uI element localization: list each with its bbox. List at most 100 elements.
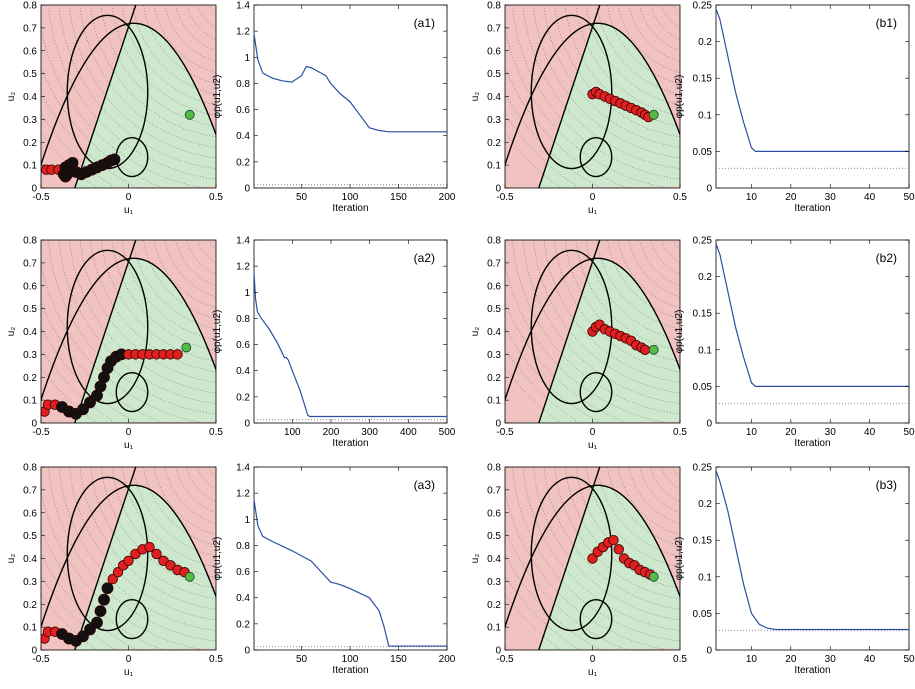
x-tick-label: 400 <box>400 427 417 438</box>
x-axis-label: u₁ <box>124 440 134 451</box>
y-tick-label: 0.8 <box>236 541 250 552</box>
line-constraint <box>538 467 601 650</box>
y-tick-label: 0.4 <box>23 92 37 103</box>
y-axis-label: u₂ <box>6 327 17 337</box>
x-tick-label: 200 <box>439 654 456 665</box>
y-tick-label: 0.2 <box>236 157 250 168</box>
circle-constraint <box>579 371 613 413</box>
iteration-point <box>172 349 183 360</box>
y-tick-label: 0.4 <box>23 554 37 565</box>
y-tick-label: 0.6 <box>23 281 37 292</box>
y-axis-label: u₂ <box>470 327 481 337</box>
circle-constraint <box>115 598 149 640</box>
y-tick-label: 0 <box>244 184 250 195</box>
optimum-point <box>648 109 659 120</box>
optimum-point <box>181 342 192 353</box>
y-tick-label: 0.8 <box>487 463 501 474</box>
y-tick-label: 0.8 <box>236 79 250 90</box>
optimum-point <box>184 109 195 120</box>
y-tick-label: 0.5 <box>487 531 501 542</box>
iteration-point <box>144 541 155 553</box>
y-tick-label: 0.2 <box>236 619 250 630</box>
contour-line <box>227 443 248 464</box>
plot-frame <box>253 239 448 424</box>
y-tick-label: 0 <box>495 184 501 195</box>
ellipse-constraint <box>530 476 613 632</box>
y-tick-label: 0.2 <box>698 37 712 48</box>
parabola-constraint <box>505 22 680 167</box>
x-tick-label: 0 <box>590 192 596 203</box>
y-tick-label: 0.6 <box>23 508 37 519</box>
x-axis-label: Iteration <box>794 203 830 214</box>
iteration-point <box>112 567 124 578</box>
y-tick-label: 1.4 <box>236 236 250 247</box>
x-tick-label: 150 <box>390 192 407 203</box>
y-tick-label: 0.6 <box>487 508 501 519</box>
y-tick-label: 0.7 <box>487 258 501 269</box>
iteration-point <box>77 630 89 643</box>
iteration-point <box>84 396 96 409</box>
y-tick-label: 0.2 <box>487 138 501 149</box>
iteration-point <box>587 553 598 564</box>
parabola-constraint <box>41 484 216 629</box>
x-tick-label: 50 <box>296 192 308 203</box>
contour-line <box>691 216 712 237</box>
circle-constraint <box>579 136 613 178</box>
x-tick-label: 20 <box>785 192 797 203</box>
y-tick-label: 0.25 <box>693 463 713 474</box>
x-tick-label: 0.5 <box>673 427 687 438</box>
x-axis-label: u₁ <box>588 440 598 451</box>
panel-annotation: (a1) <box>414 16 435 30</box>
x-axis-label: Iteration <box>332 665 368 676</box>
y-tick-label: 0.1 <box>698 572 712 583</box>
parabola-constraint <box>505 484 680 629</box>
panel-annotation: (a2) <box>414 251 435 265</box>
x-tick-label: -0.5 <box>32 654 50 665</box>
x-tick-label: 30 <box>825 654 837 665</box>
y-tick-label: 0.2 <box>236 392 250 403</box>
cost-panel-a1-cost: 0 0.2 0.4 0.6 0.8 1 1.2 1.4 50 100 150 200 Iteration… <box>212 1 456 215</box>
circle-constraint <box>579 598 613 640</box>
contour-line <box>691 443 712 464</box>
x-tick-label: 40 <box>864 654 876 665</box>
line-constraint <box>538 5 601 188</box>
x-axis-label: u₁ <box>124 667 134 678</box>
x-tick-label: 100 <box>284 427 301 438</box>
y-tick-label: 0 <box>706 184 712 195</box>
panel-annotation: (b3) <box>876 478 897 492</box>
iteration-point <box>123 555 134 566</box>
cost-series-line <box>253 499 447 647</box>
y-tick-label: 1.2 <box>236 489 250 500</box>
x-tick-label: 30 <box>825 192 837 203</box>
iteration-point <box>639 344 651 356</box>
y-axis-label: φp(u1,u2) <box>674 537 685 581</box>
x-axis-label: u₁ <box>588 667 598 678</box>
line-constraint <box>538 240 601 423</box>
y-tick-label: 0.15 <box>693 309 713 320</box>
y-tick-label: 1.4 <box>236 1 250 12</box>
y-tick-label: 0.8 <box>487 236 501 247</box>
y-tick-label: 0 <box>495 419 501 430</box>
y-tick-label: 0.7 <box>23 258 37 269</box>
ellipse-constraint <box>66 476 149 632</box>
x-tick-label: 0 <box>590 427 596 438</box>
cost-series-line <box>715 8 909 152</box>
ellipse-constraint <box>530 14 613 170</box>
y-tick-label: 0.3 <box>487 350 501 361</box>
x-tick-label: 0 <box>126 654 132 665</box>
y-tick-label: 0.5 <box>487 69 501 80</box>
y-axis-label: φp(u1,u2) <box>212 75 223 119</box>
plot-frame <box>715 239 910 424</box>
cost-series-line <box>715 243 909 387</box>
y-tick-label: 0.1 <box>698 345 712 356</box>
panel-annotation: (b1) <box>876 16 897 30</box>
x-tick-label: 300 <box>361 427 378 438</box>
iteration-point <box>608 535 619 546</box>
y-tick-label: 0.2 <box>487 600 501 611</box>
y-tick-label: 0 <box>706 646 712 657</box>
y-tick-label: 0.8 <box>236 314 250 325</box>
y-axis-label: u₂ <box>470 554 481 564</box>
x-tick-label: 0.5 <box>209 192 223 203</box>
